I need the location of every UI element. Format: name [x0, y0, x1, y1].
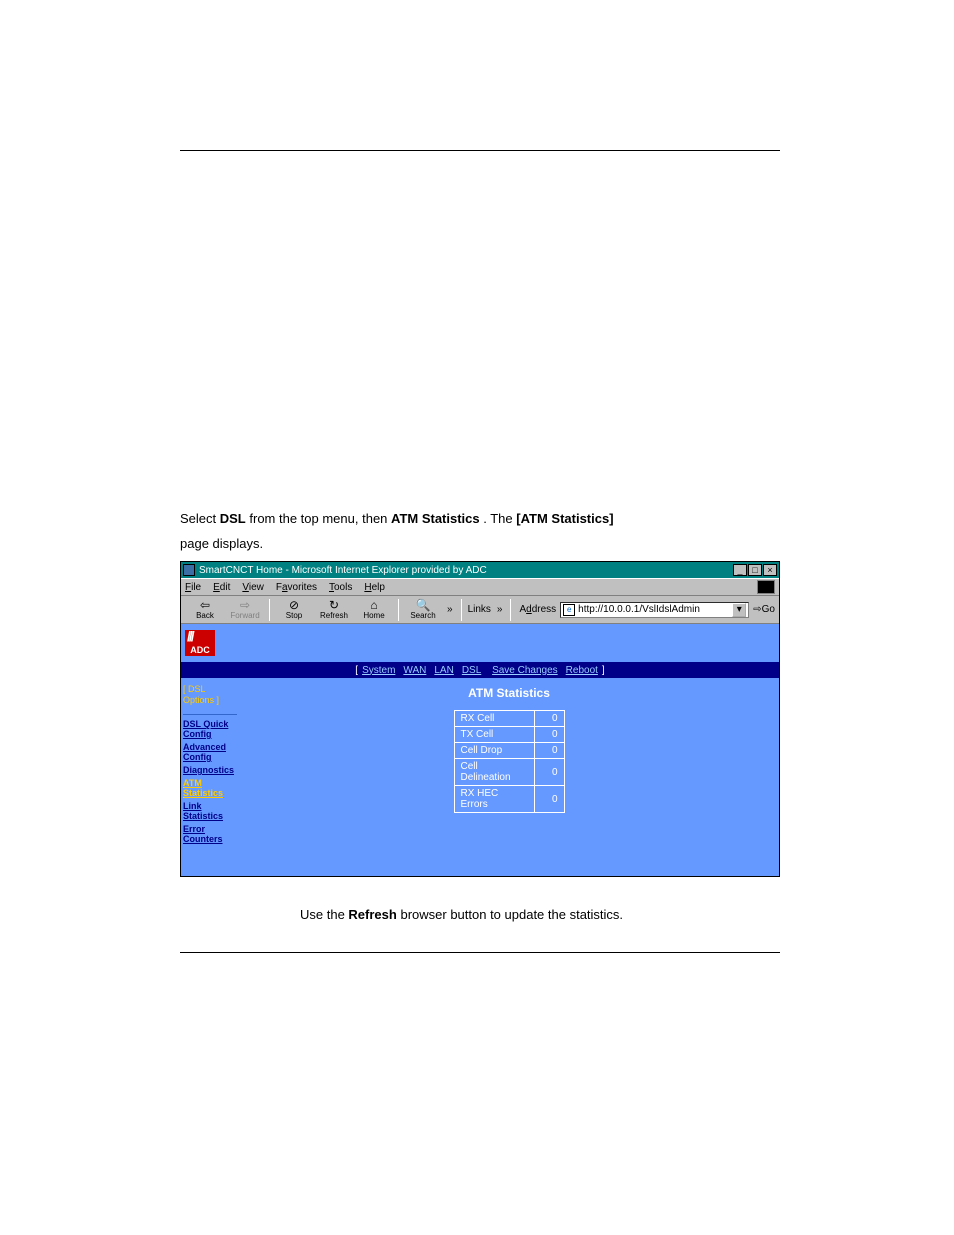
nav-bracket-r: ]: [602, 665, 605, 676]
go-button[interactable]: ⇨Go: [753, 604, 775, 615]
home-button[interactable]: ⌂ Home: [354, 597, 394, 623]
maximize-button[interactable]: □: [748, 564, 762, 576]
stat-label: TX Cell: [454, 727, 534, 743]
nav-bracket-l: [: [355, 665, 358, 676]
stat-value: 0: [534, 727, 564, 743]
sidebar-separator: [183, 714, 237, 715]
window-titlebar: SmartCNCT Home - Microsoft Internet Expl…: [181, 562, 779, 578]
stats-table: RX Cell0 TX Cell0 Cell Drop0 Cell Deline…: [454, 710, 565, 813]
menu-edit[interactable]: Edit: [213, 582, 230, 593]
screenshot: SmartCNCT Home - Microsoft Internet Expl…: [180, 561, 780, 877]
address-text: http://10.0.0.1/VslIdslAdmin: [578, 604, 700, 615]
instr-atm: ATM Statistics: [391, 511, 480, 526]
nav-lan[interactable]: LAN: [434, 665, 453, 676]
stop-icon: ⊘: [289, 599, 299, 611]
instr-mid2: . The: [483, 511, 516, 526]
table-row: Cell Drop0: [454, 743, 564, 759]
table-row: RX Cell0: [454, 711, 564, 727]
close-button[interactable]: ×: [763, 564, 777, 576]
refresh-instruction: Use the Refresh browser button to update…: [180, 907, 774, 922]
stat-value: 0: [534, 759, 564, 786]
logo-bars-icon: ///: [187, 631, 193, 641]
nav-wan[interactable]: WAN: [403, 665, 426, 676]
search-icon: 🔍: [416, 599, 431, 611]
menu-view[interactable]: View: [242, 582, 264, 593]
nav-save[interactable]: Save Changes: [492, 665, 558, 676]
panel-title: ATM Statistics: [468, 686, 550, 700]
menu-help[interactable]: Help: [364, 582, 385, 593]
rule-top: [180, 150, 780, 151]
menu-file[interactable]: File: [185, 582, 201, 593]
minimize-button[interactable]: _: [733, 564, 747, 576]
toolbar-separator-2: [398, 599, 399, 621]
adc-logo: /// ADC: [185, 630, 215, 656]
stat-value: 0: [534, 786, 564, 813]
address-bar[interactable]: e http://10.0.0.1/VslIdslAdmin ▾: [560, 602, 749, 618]
rule-bottom: [180, 952, 780, 953]
menu-tools[interactable]: Tools: [329, 582, 352, 593]
forward-icon: ⇨: [240, 599, 250, 611]
refresh-bold: Refresh: [348, 907, 396, 922]
back-button[interactable]: ⇦ Back: [185, 597, 225, 623]
stop-button[interactable]: ⊘ Stop: [274, 597, 314, 623]
sidebar-atm-statistics[interactable]: ATM Statistics: [183, 778, 237, 798]
page-icon: e: [563, 604, 575, 616]
refresh-button[interactable]: ↻ Refresh: [314, 597, 354, 623]
instr-suffix: page displays.: [180, 536, 263, 551]
logo-text: ADC: [190, 645, 210, 655]
sidebar-diagnostics[interactable]: Diagnostics: [183, 765, 237, 775]
stat-label: Cell Drop: [454, 743, 534, 759]
home-icon: ⌂: [370, 599, 377, 611]
toolbar-overflow-icon[interactable]: »: [447, 604, 453, 615]
menu-favorites[interactable]: Favorites: [276, 582, 317, 593]
ie-throbber-icon: [757, 580, 775, 594]
sidebar-link-statistics[interactable]: Link Statistics: [183, 801, 237, 821]
refresh-icon: ↻: [329, 599, 339, 611]
instruction-line-2: page displays.: [180, 536, 774, 551]
sidebar-header: [ DSL Options ]: [183, 684, 237, 706]
table-row: Cell Delineation0: [454, 759, 564, 786]
instr-dsl: DSL: [220, 511, 246, 526]
toolbar-separator-4: [510, 599, 511, 621]
sidebar: [ DSL Options ] DSL Quick Config Advance…: [181, 678, 239, 853]
stat-label: Cell Delineation: [454, 759, 534, 786]
sidebar-dsl-quick-config[interactable]: DSL Quick Config: [183, 719, 237, 739]
address-dropdown-icon[interactable]: ▾: [732, 603, 746, 617]
instr-mid: from the top menu, then: [249, 511, 391, 526]
window-title: SmartCNCT Home - Microsoft Internet Expl…: [199, 565, 733, 576]
forward-button[interactable]: ⇨ Forward: [225, 597, 265, 623]
menu-bar: File Edit View Favorites Tools Help: [181, 578, 779, 596]
sidebar-error-counters[interactable]: Error Counters: [183, 824, 237, 844]
search-button[interactable]: 🔍 Search: [403, 597, 443, 623]
page-content: /// ADC [ System WAN LAN DSL Save Change…: [181, 624, 779, 876]
links-label[interactable]: Links: [468, 604, 491, 615]
stat-value: 0: [534, 711, 564, 727]
links-overflow-icon[interactable]: »: [497, 604, 503, 615]
stat-value: 0: [534, 743, 564, 759]
ie-icon: [183, 564, 195, 576]
stat-label: RX Cell: [454, 711, 534, 727]
instr-prefix: Select: [180, 511, 220, 526]
logo-row: /// ADC: [181, 624, 779, 662]
instr-bold3: [ATM Statistics]: [516, 511, 613, 526]
toolbar-separator: [269, 599, 270, 621]
toolbar: ⇦ Back ⇨ Forward ⊘ Stop ↻ Refresh ⌂ Home: [181, 596, 779, 624]
top-nav: [ System WAN LAN DSL Save Changes Reboot…: [181, 662, 779, 678]
toolbar-separator-3: [461, 599, 462, 621]
table-row: TX Cell0: [454, 727, 564, 743]
stat-label: RX HEC Errors: [454, 786, 534, 813]
address-label: Address: [519, 604, 556, 615]
nav-reboot[interactable]: Reboot: [566, 665, 598, 676]
nav-dsl[interactable]: DSL: [462, 665, 481, 676]
sidebar-advanced-config[interactable]: Advanced Config: [183, 742, 237, 762]
nav-system[interactable]: System: [362, 665, 395, 676]
instruction-line: Select DSL from the top menu, then ATM S…: [180, 511, 774, 526]
table-row: RX HEC Errors0: [454, 786, 564, 813]
main-panel: ATM Statistics RX Cell0 TX Cell0 Cell Dr…: [239, 678, 779, 813]
back-icon: ⇦: [200, 599, 210, 611]
